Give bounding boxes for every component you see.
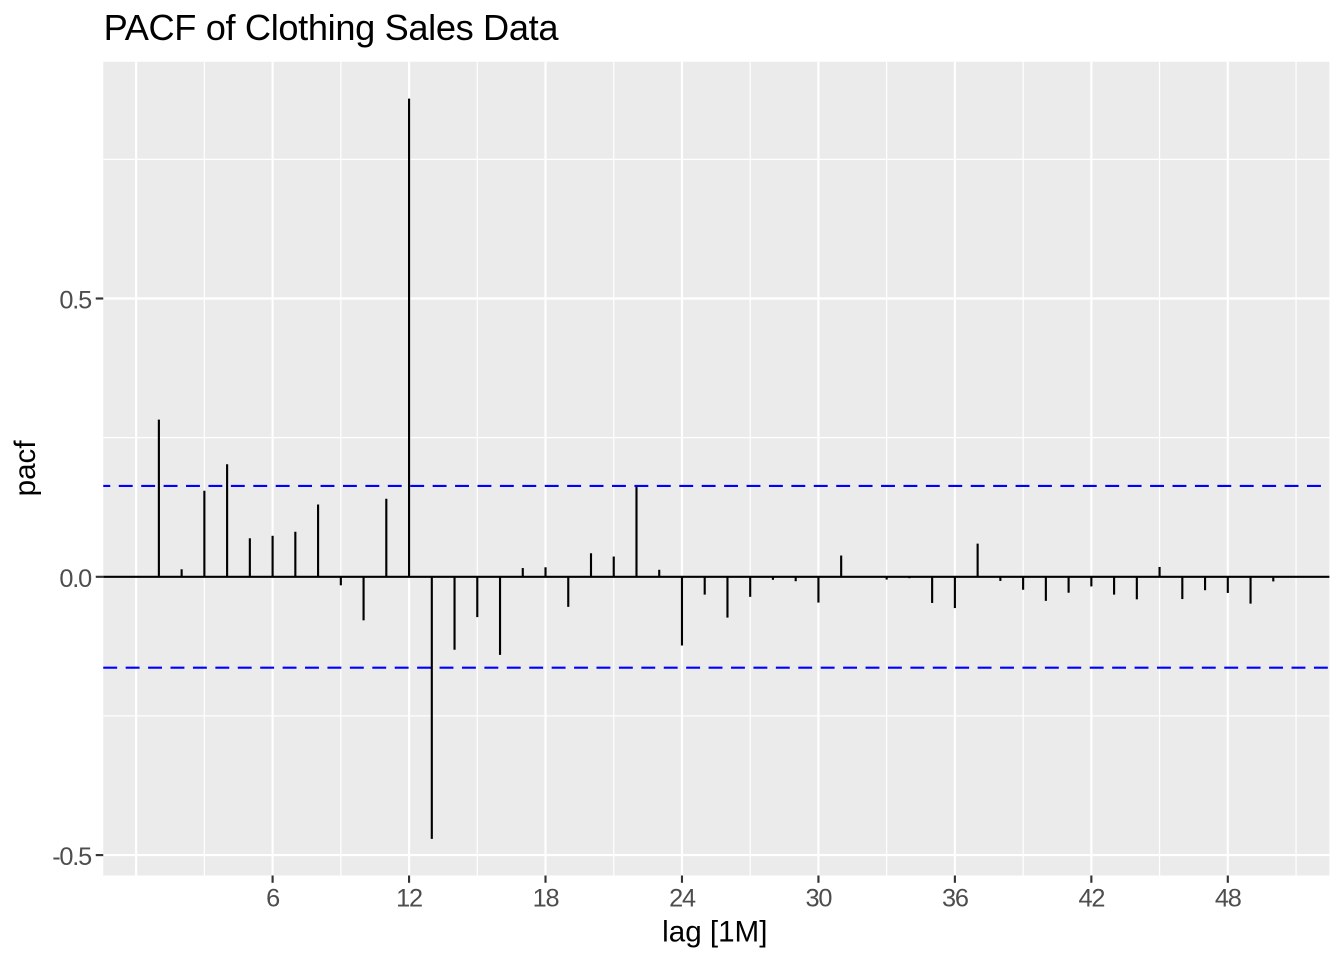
svg-text:pacf: pacf [9, 440, 42, 497]
svg-text:lag [1M]: lag [1M] [662, 915, 767, 948]
svg-text:18: 18 [533, 885, 559, 913]
svg-text:36: 36 [942, 885, 968, 913]
svg-text:0.5: 0.5 [59, 287, 91, 315]
svg-text:-0.5: -0.5 [52, 843, 91, 871]
svg-text:6: 6 [266, 885, 279, 913]
svg-text:42: 42 [1078, 885, 1104, 913]
svg-text:0.0: 0.0 [59, 565, 92, 593]
svg-text:24: 24 [669, 885, 696, 913]
svg-text:48: 48 [1215, 885, 1241, 913]
svg-text:30: 30 [806, 885, 833, 913]
svg-text:PACF of Clothing Sales Data: PACF of Clothing Sales Data [104, 7, 560, 48]
svg-text:12: 12 [396, 885, 422, 913]
